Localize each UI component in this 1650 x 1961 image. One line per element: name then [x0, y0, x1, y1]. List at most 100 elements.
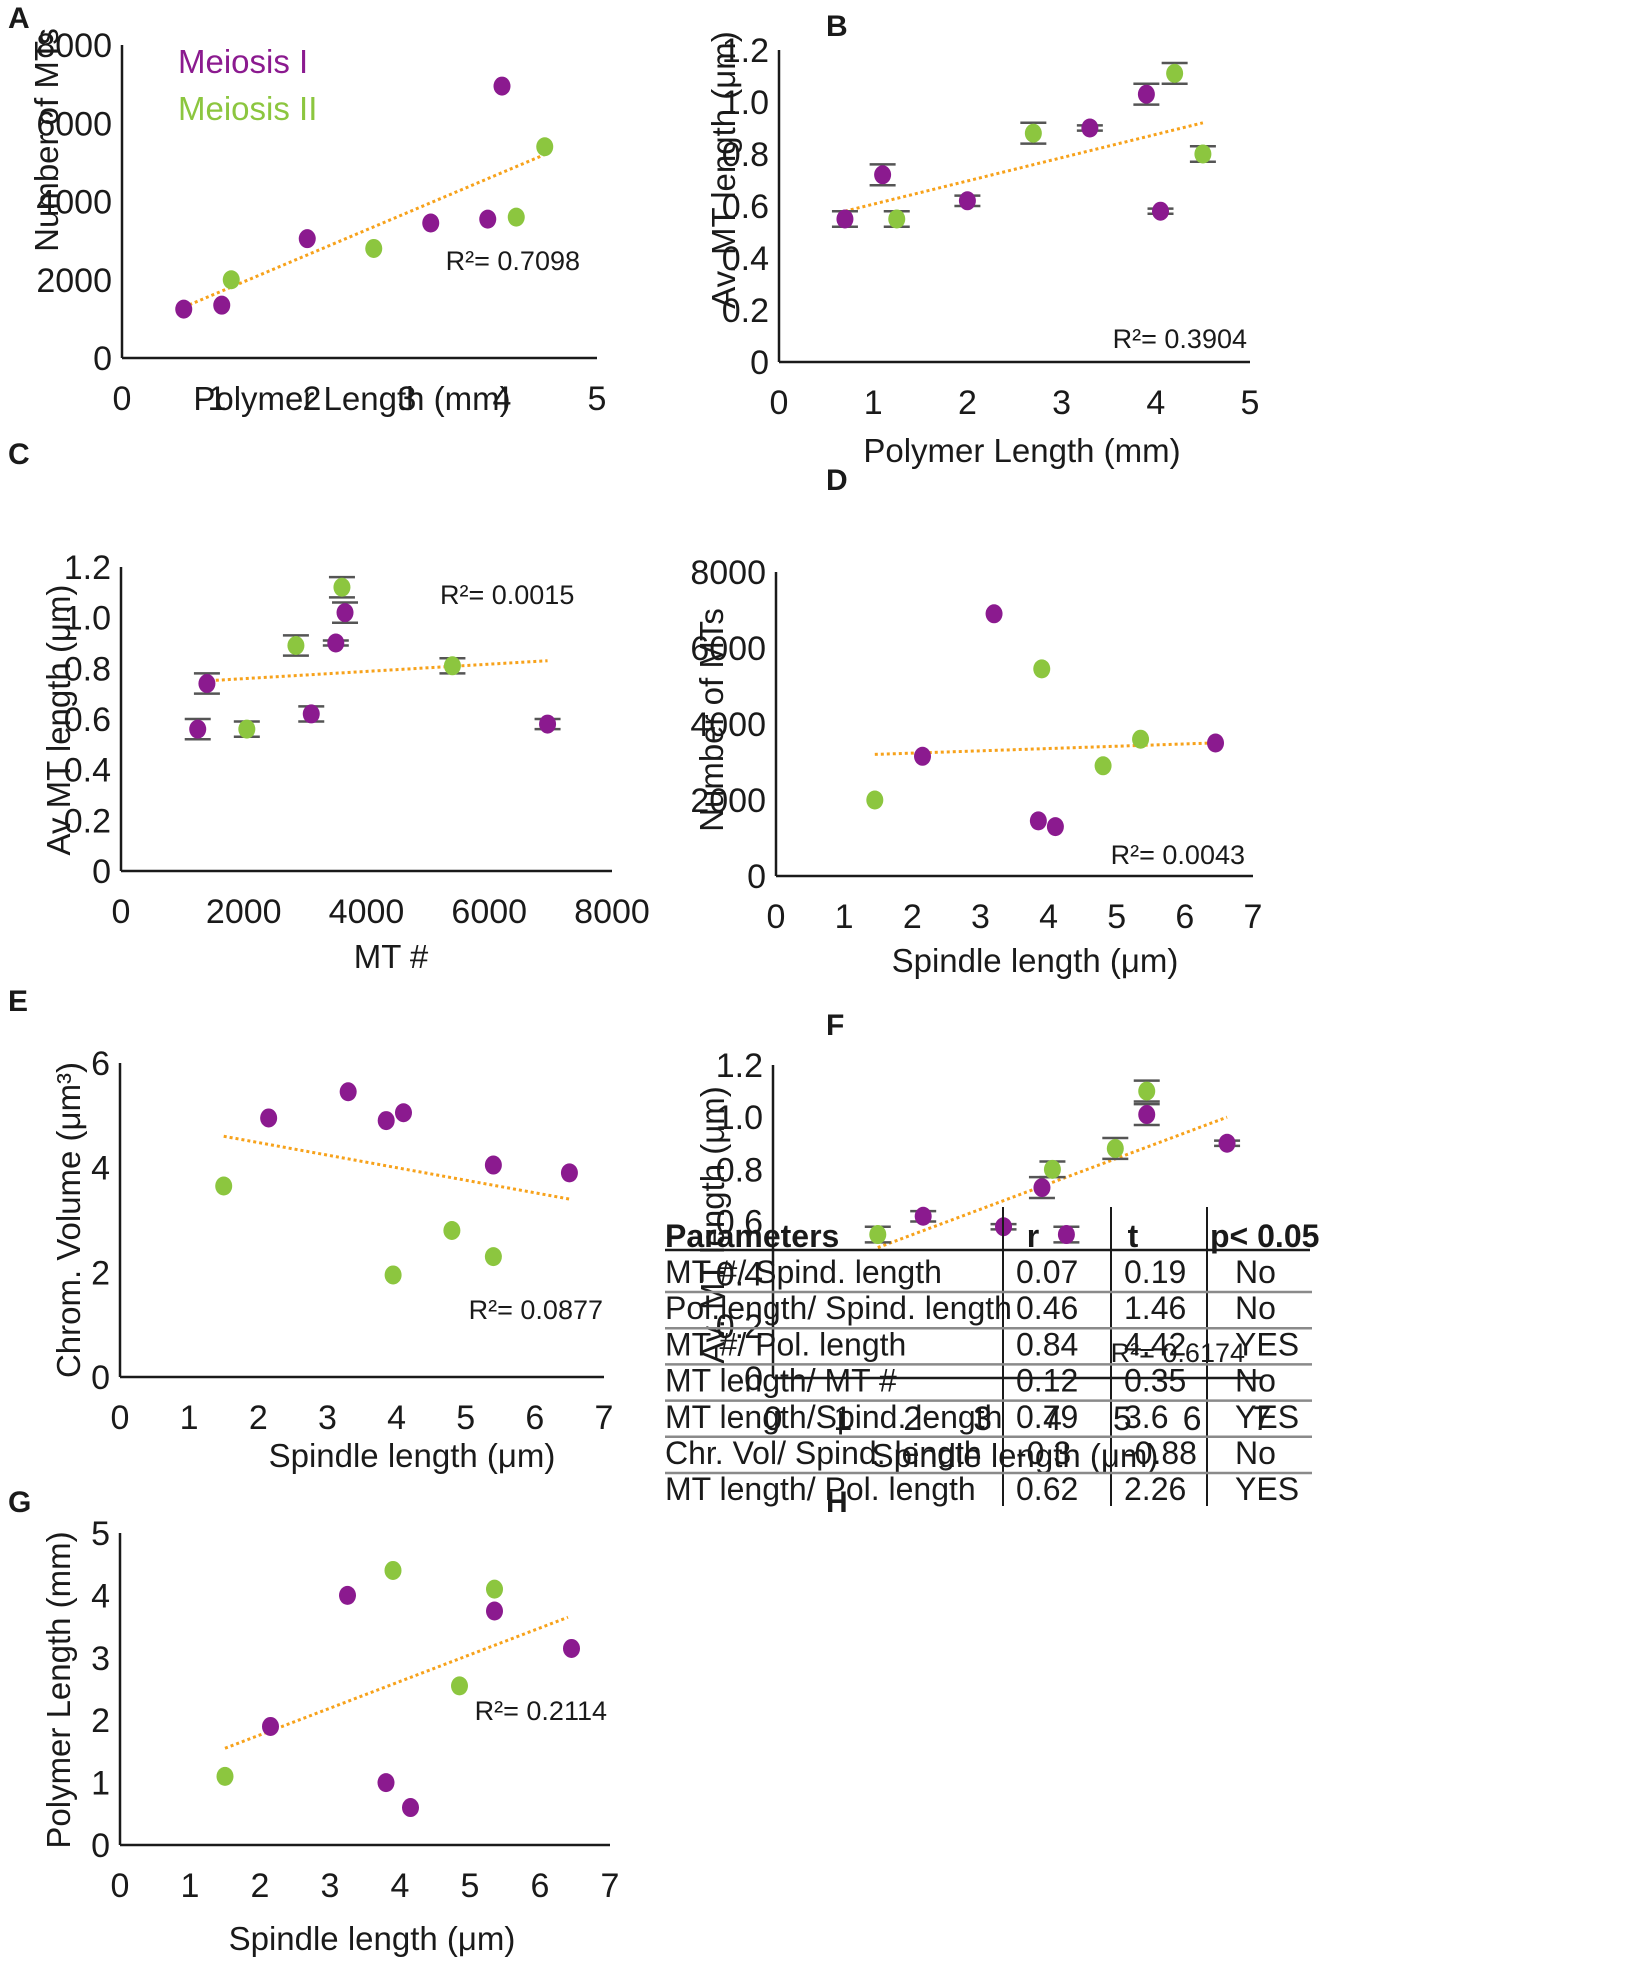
table-cell: -0.88: [1124, 1435, 1197, 1471]
table-header-cell: Parameters: [665, 1218, 839, 1254]
data-point-meiosis-1: [985, 604, 1003, 624]
data-point-meiosis-1: [1218, 1133, 1236, 1153]
panel-label: H: [826, 1486, 848, 1519]
data-point-meiosis-1: [1081, 118, 1099, 138]
y-tick-label: 1.0: [716, 1099, 763, 1137]
y-tick-label: 0.2: [716, 1308, 763, 1346]
r-squared-label: R²= 0.0043: [1111, 840, 1245, 870]
table-cell: No: [1235, 1254, 1276, 1290]
data-point-meiosis-2: [215, 1176, 233, 1196]
data-point-meiosis-1: [175, 299, 193, 319]
data-point-meiosis-1: [213, 295, 231, 315]
panel-label: D: [826, 464, 848, 497]
x-tick-label: 2: [251, 1867, 270, 1905]
data-point-meiosis-1: [479, 209, 497, 229]
x-tick-label: 0: [112, 893, 131, 931]
table-cell: YES: [1235, 1326, 1299, 1362]
data-point-meiosis-1: [339, 1585, 356, 1605]
y-tick-label: 0.4: [64, 752, 111, 790]
x-tick-label: 2: [903, 1400, 922, 1438]
y-tick-label: 0.6: [722, 188, 769, 226]
table-cell: YES: [1235, 1471, 1299, 1507]
y-tick-label: 3: [91, 1640, 110, 1678]
panel-c: C 0 2000 4000 6000 8000 0 0.2 0.4 0.6 0.8 1.0 1.2 MT …: [8, 438, 650, 975]
panel-label: F: [826, 1009, 844, 1042]
y-axis-label: Av. MT length (μm): [694, 1086, 731, 1364]
data-point-meiosis-1: [1137, 84, 1155, 104]
data-point-meiosis-1: [560, 1163, 578, 1183]
y-tick-label: 4: [91, 1577, 110, 1615]
data-point-meiosis-2: [486, 1579, 503, 1599]
table-cell: MT length/Spind. length: [665, 1399, 1002, 1435]
table-row: MT length/Spind. length 0.79 3.6 YES: [665, 1399, 1312, 1439]
data-point-meiosis-1: [914, 746, 932, 766]
x-tick-label: 7: [601, 1867, 620, 1905]
x-axis-label: Polymer Length (mm): [863, 432, 1180, 469]
table-cell: Pol.length/ Spind. length: [665, 1290, 1012, 1326]
trendline: [224, 1615, 569, 1750]
data-point-meiosis-1: [327, 633, 345, 653]
y-tick-label: 0.4: [716, 1256, 763, 1294]
r-squared-label: R²= 0.0877: [469, 1295, 603, 1325]
y-tick-label: 0: [750, 344, 769, 382]
data-point-meiosis-2: [365, 238, 383, 258]
table-cell: MT #/ Spind. length: [665, 1254, 942, 1290]
panel-label: C: [8, 438, 30, 471]
data-point-meiosis-2: [1106, 1138, 1124, 1158]
y-tick-label: 0.4: [722, 240, 769, 278]
y-tick-label: 1.2: [64, 549, 111, 587]
table-cell: MT length/ MT #: [665, 1363, 897, 1399]
data-point-meiosis-1: [1029, 811, 1047, 831]
y-axis-label: Number of MTs: [693, 608, 730, 832]
x-tick-label: 3: [321, 1867, 340, 1905]
trendline: [183, 153, 546, 309]
x-tick-label: 5: [1113, 1400, 1132, 1438]
x-tick-label: 5: [461, 1867, 480, 1905]
data-point-meiosis-1: [394, 1103, 412, 1123]
x-tick-label: 0: [111, 1399, 130, 1437]
x-tick-label: 4: [387, 1399, 406, 1437]
data-point-meiosis-2: [1033, 659, 1051, 679]
y-tick-label: 0: [92, 853, 111, 891]
trendline: [844, 121, 1204, 213]
data-point-meiosis-1: [1057, 1225, 1075, 1245]
data-point-meiosis-2: [1194, 144, 1212, 164]
data-point-meiosis-2: [333, 577, 351, 597]
data-point-meiosis-2: [1094, 756, 1112, 776]
y-tick-label: 2: [91, 1702, 110, 1740]
table-cell: No: [1235, 1363, 1276, 1399]
data-point-meiosis-1: [377, 1773, 395, 1793]
y-tick-label: 0: [91, 1359, 110, 1397]
table-cell: 0.35: [1124, 1363, 1186, 1399]
y-tick-label: 4: [91, 1150, 110, 1188]
data-point-meiosis-1: [836, 209, 854, 229]
data-point-meiosis-1: [377, 1111, 395, 1131]
y-tick-label: 0: [93, 340, 112, 378]
x-axis-label: Spindle length (μm): [892, 942, 1179, 979]
y-tick-label: 0.2: [722, 292, 769, 330]
x-tick-label: 4000: [329, 893, 405, 931]
y-tick-label: 2000: [36, 262, 112, 300]
y-axis-label: Polymer Length (mm): [40, 1531, 77, 1848]
x-tick-label: 5: [1107, 898, 1126, 936]
table-cell: No: [1235, 1435, 1276, 1471]
data-point-meiosis-2: [484, 1247, 502, 1267]
panel-d: D 0 1 2 3 4 5 6 7 0 2000 4000 6000 8000 Spindle length…: [690, 464, 1262, 979]
data-point-meiosis-1: [198, 674, 216, 694]
x-tick-label: 4: [391, 1867, 410, 1905]
panel-g: G 0 1 2 3 4 5 6 7 0 1 2 3 4 5 Spindle length (μm) Polyme…: [8, 1486, 619, 1957]
x-tick-label: 1: [180, 1399, 199, 1437]
table-cell: 0.84: [1016, 1326, 1078, 1362]
x-axis-label: Polymer Length (mm): [193, 380, 510, 417]
table-row: Chr. Vol/ Spind. length -0.3 -0.88 No: [665, 1435, 1312, 1475]
y-tick-label: 0.8: [64, 650, 111, 688]
data-point-meiosis-1: [563, 1638, 580, 1658]
data-point-meiosis-1: [1152, 201, 1170, 221]
x-tick-label: 5: [1241, 384, 1260, 422]
data-point-meiosis-1: [539, 714, 557, 734]
data-point-meiosis-1: [189, 719, 207, 739]
trendline: [203, 659, 548, 683]
table-cell: 0.07: [1016, 1254, 1078, 1290]
data-point-meiosis-2: [384, 1560, 402, 1580]
